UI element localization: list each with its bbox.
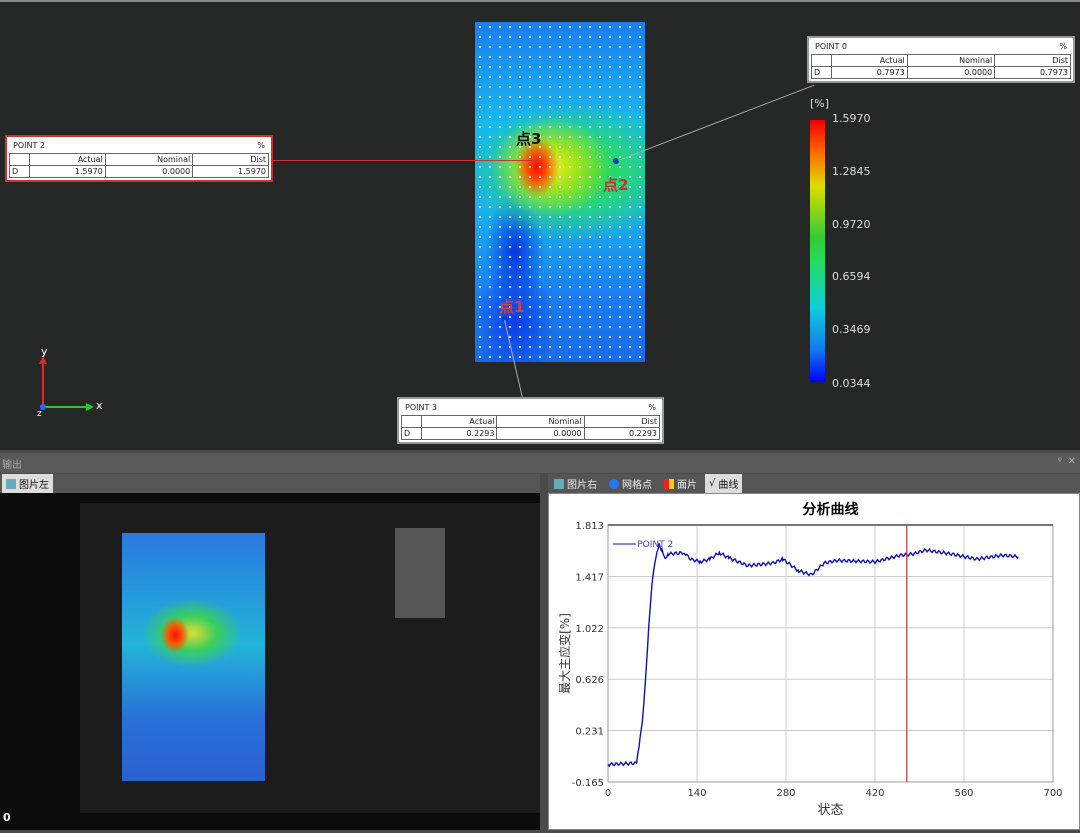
facets-icon [664,478,674,489]
point-label-1: 点1 [499,298,525,316]
callout-point-3[interactable]: POINT 3% Actual Nominal Dist D 0.2293 0.0000… [397,397,664,444]
x-tick-label: 560 [954,788,973,799]
header-actual: Actual [29,153,106,166]
series-line-point-2 [607,543,1019,768]
colorbar-tick: 0.3469 [832,323,871,336]
header-nominal: Nominal [496,415,585,428]
output-panel-titlebar: 输出 ᵠ ✕ [0,453,1080,473]
callout-title: POINT 2 [13,141,45,150]
output-panel-title: 输出 [2,460,22,471]
dist-value: 0.7973 [994,66,1071,79]
y-tick-label: 1.417 [575,572,604,583]
row-label: D [401,427,422,440]
y-axis-label: 最大主应变[%] [557,613,572,694]
colorbar-tick: 0.0344 [832,377,871,390]
x-tick-label: 700 [1043,788,1062,799]
callout-unit: % [648,403,656,412]
callout-unit: % [1059,42,1067,51]
axis-triad-icon [39,356,94,411]
tab-image-left[interactable]: 图片左 [2,474,53,493]
tab-label: 图片左 [19,480,49,491]
y-tick-label: 1.813 [575,521,604,532]
header-dist: Dist [994,54,1071,67]
actual-value: 0.7973 [831,66,908,79]
x-axis-label: 状态 [817,803,843,818]
3d-viewport[interactable]: 点3 点2 点1 POINT 0% Actual Nominal Dist D 0.7… [0,0,1080,450]
axis-x-label: x [96,399,103,412]
nominal-value: 0.0000 [496,427,585,440]
image-icon [6,478,16,489]
tab-label: 面片 [677,480,697,491]
tab-image-right[interactable]: 图片右 [550,474,601,493]
axis-y-label: y [41,345,48,358]
actual-value: 0.2293 [420,427,498,440]
strain-heatmap[interactable] [475,22,645,362]
x-tick-label: 140 [687,788,706,799]
right-tabbar: 图片右 网格点 面片 √ 曲线 [548,474,1080,493]
tab-label: 图片右 [567,480,597,491]
header-nominal: Nominal [104,153,194,166]
point-marker-2[interactable] [613,158,619,164]
chart-title: 分析曲线 [803,501,859,518]
nominal-value: 0.0000 [104,165,194,178]
row-label: D [9,165,30,178]
dist-value: 1.5970 [192,165,269,178]
frame-number: 0 [3,811,11,824]
point-label-3: 点3 [516,130,542,148]
curve-icon: √ [709,478,716,489]
callout-title: POINT 3 [405,403,437,412]
point-marker-1[interactable] [502,316,507,321]
grid-points-icon [609,478,619,489]
x-tick-label: 0 [605,788,611,799]
header-actual: Actual [420,415,498,428]
strain-overlay [122,533,265,781]
close-button[interactable]: ✕ [1067,456,1076,467]
tab-curve[interactable]: √ 曲线 [705,474,743,493]
nominal-value: 0.0000 [906,66,996,79]
legend-label: POINT 2 [637,540,673,550]
y-tick-label: -0.165 [572,778,604,789]
x-tick-label: 280 [776,788,795,799]
left-camera-image[interactable]: 0 [0,493,540,830]
header-actual: Actual [831,54,908,67]
colorbar-tick: 0.9720 [832,218,871,231]
colorbar [810,120,825,382]
tab-label: 曲线 [718,480,739,491]
colorbar-tick: 1.2845 [832,165,871,178]
plot-frame [607,524,1054,783]
actual-value: 1.5970 [29,165,106,178]
pin-button[interactable]: ᵠ [1057,456,1062,467]
y-tick-label: 0.626 [575,675,604,686]
clamp [395,528,445,618]
tab-facets[interactable]: 面片 [660,474,701,493]
header-dist: Dist [192,153,269,166]
point-label-2: 点2 [603,176,629,194]
analysis-chart[interactable]: 分析曲线 0 140 280 420 560 700 1.813 1.417 1.022 0.626… [549,494,1079,829]
leader-line [273,160,538,161]
y-tick-label: 1.022 [575,624,604,635]
header-nominal: Nominal [906,54,996,67]
axis-z-label: z [37,409,42,419]
callout-title: POINT 0 [815,42,847,51]
colorbar-tick: 0.6594 [832,270,871,283]
leader-line [618,84,815,161]
row-label: D [811,66,832,79]
curve-panel: 分析曲线 0 140 280 420 560 700 1.813 1.417 1.022 0.626… [548,493,1080,830]
x-tick-label: 420 [865,788,884,799]
tab-grid-points[interactable]: 网格点 [605,474,656,493]
image-icon [554,478,564,489]
colorbar-tick: 1.5970 [832,112,871,125]
callout-point-2[interactable]: POINT 2% Actual Nominal Dist D 1.5970 0.0000… [5,135,273,182]
y-tick-label: 0.231 [575,727,604,738]
tab-label: 网格点 [622,480,652,491]
callout-unit: % [257,141,265,150]
left-tabbar: 图片左 [0,474,540,493]
callout-point-0[interactable]: POINT 0% Actual Nominal Dist D 0.7973 0.0000… [807,36,1075,83]
dist-value: 0.2293 [583,427,661,440]
header-dist: Dist [583,415,661,428]
colorbar-unit: [%] [810,97,830,110]
